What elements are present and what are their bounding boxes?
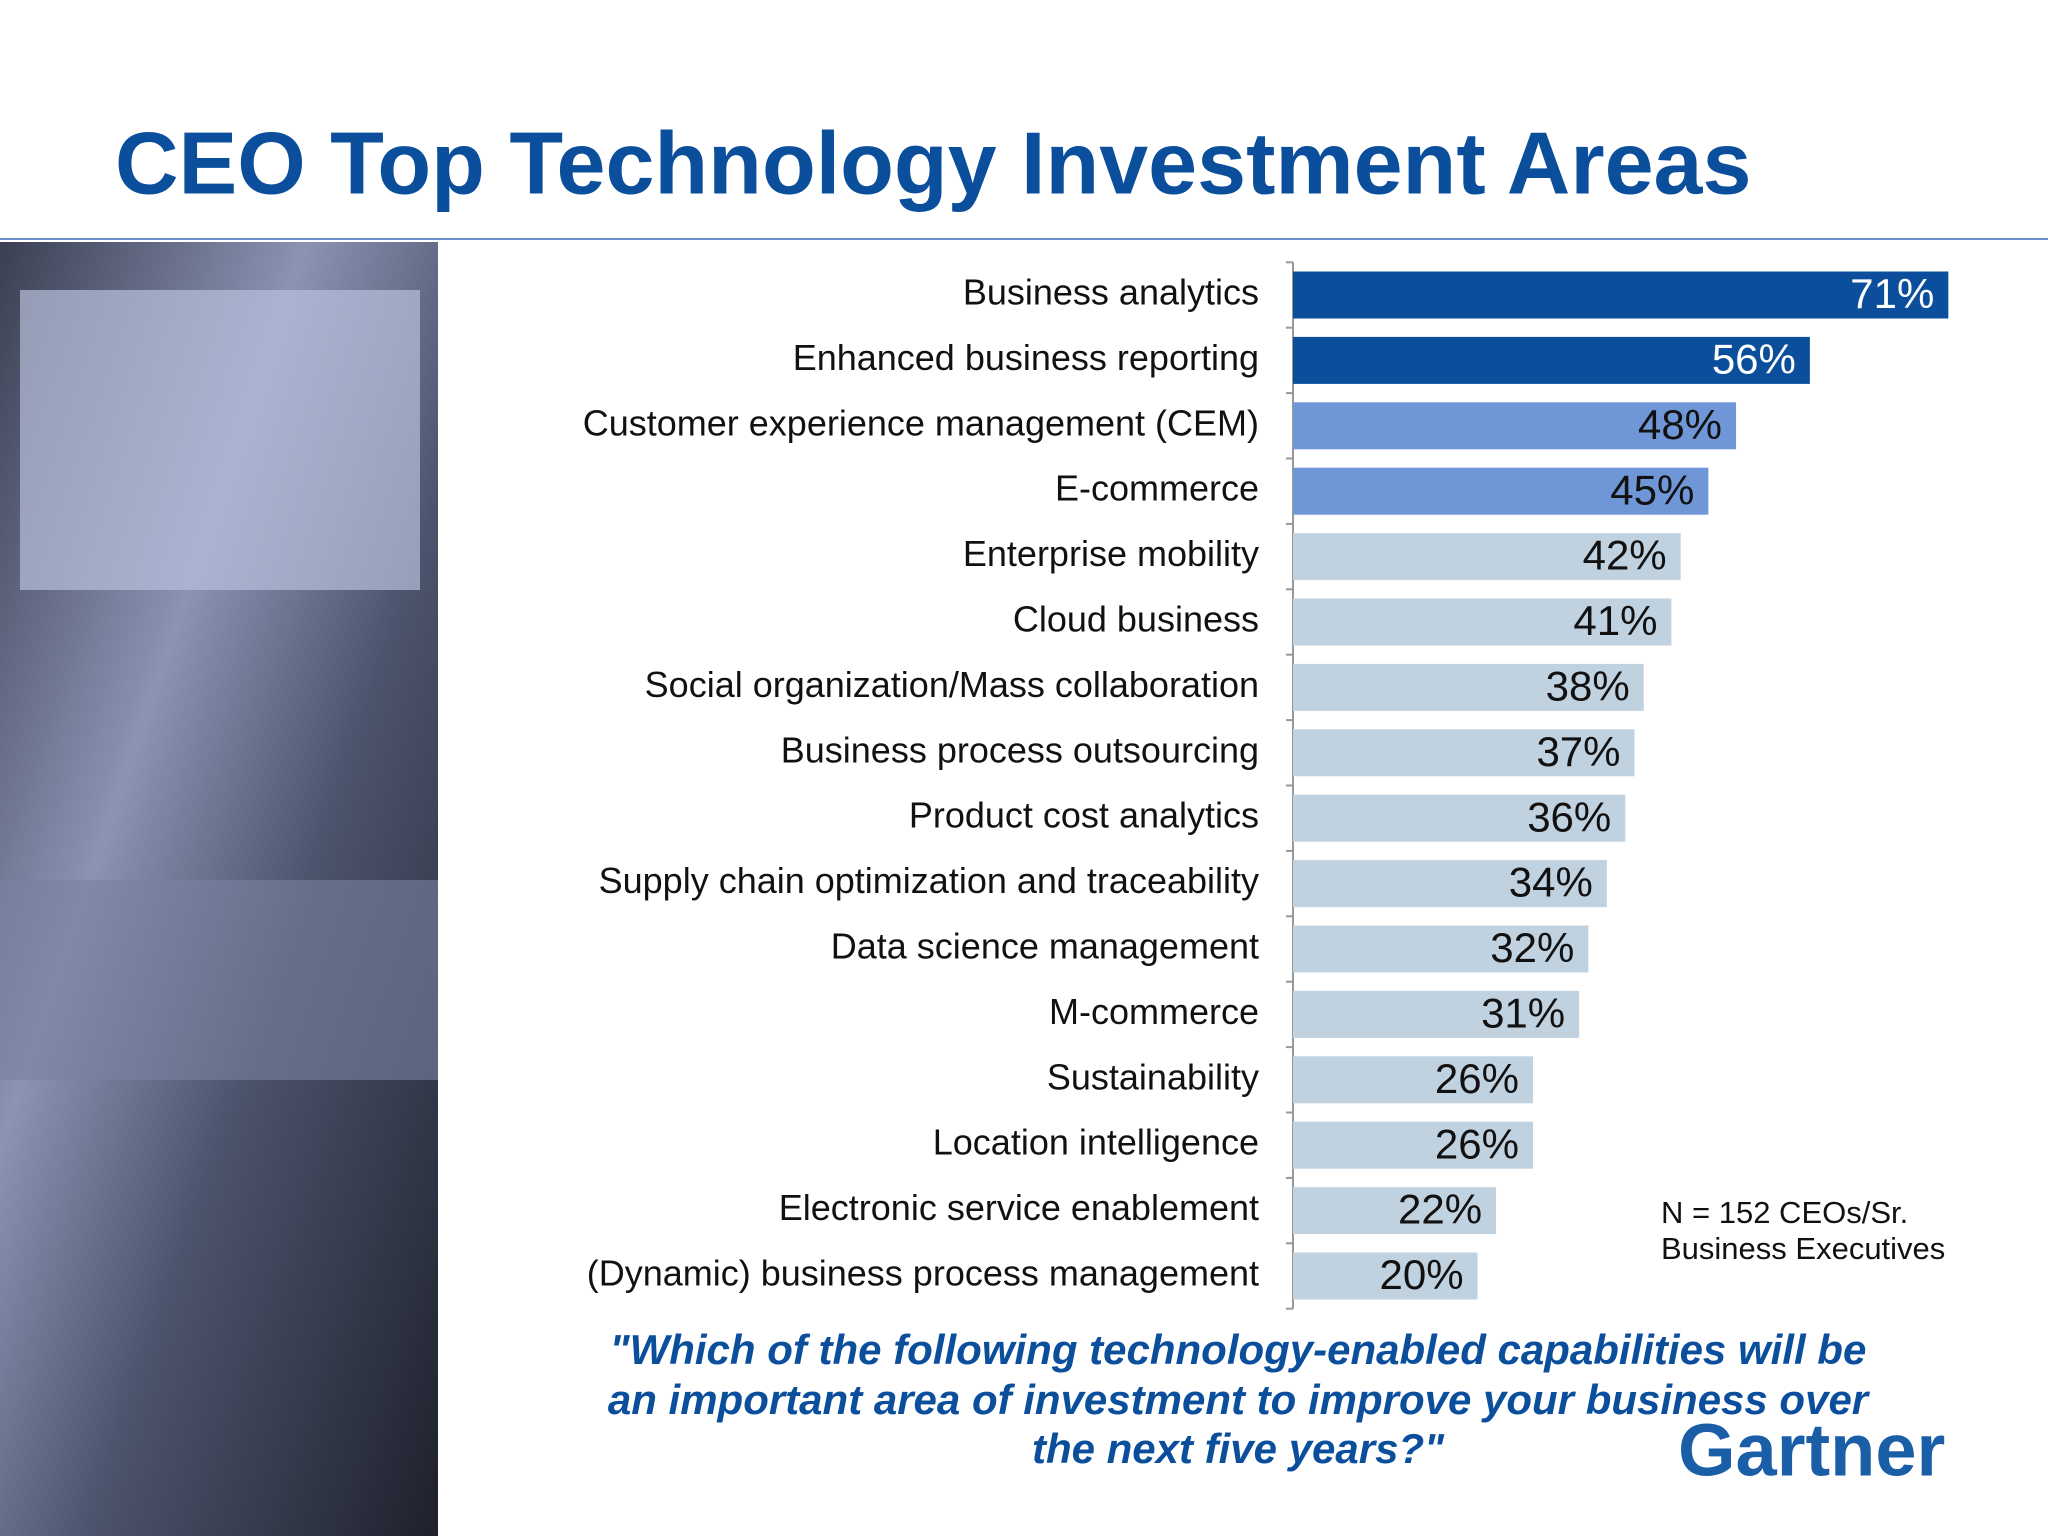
question: "Which of the following technology-enabl…	[610, 1326, 1867, 1373]
category-label: M-commerce	[1049, 991, 1259, 1032]
value-label: 45%	[1610, 466, 1694, 513]
question: an important area of investment to impro…	[608, 1376, 1871, 1423]
chart-title: CEO Top Technology Investment Areas	[115, 113, 1751, 212]
category-label: Enhanced business reporting	[793, 337, 1259, 378]
category-label: Social organization/Mass collaboration	[645, 664, 1259, 705]
value-label: 56%	[1712, 335, 1796, 382]
bar	[1293, 1056, 1533, 1104]
category-label: Sustainability	[1047, 1056, 1259, 1097]
category-label: Product cost analytics	[909, 795, 1259, 836]
bar	[1293, 925, 1589, 973]
bar	[1293, 663, 1644, 711]
note: Business Executives	[1661, 1231, 1945, 1266]
value-label: 22%	[1398, 1186, 1482, 1233]
category-label: Customer experience management (CEM)	[583, 402, 1259, 443]
bar	[1293, 598, 1672, 646]
value-label: 38%	[1546, 662, 1630, 709]
value-label: 36%	[1527, 793, 1611, 840]
bar	[1293, 467, 1709, 515]
bar	[1293, 336, 1810, 384]
category-label: (Dynamic) business process management	[587, 1253, 1259, 1294]
bar	[1293, 271, 1949, 319]
value-label: 31%	[1481, 989, 1565, 1036]
value-label: 26%	[1435, 1055, 1519, 1102]
bar	[1293, 533, 1681, 581]
value-label: 37%	[1536, 728, 1620, 775]
bar	[1293, 990, 1580, 1038]
logo: Gartner	[1678, 1409, 1945, 1492]
category-label: Supply chain optimization and traceabili…	[599, 860, 1259, 901]
category-label: Business process outsourcing	[781, 729, 1259, 770]
question: the next five years?"	[1032, 1425, 1445, 1472]
category-label: Electronic service enablement	[779, 1187, 1259, 1228]
photo-label	[20, 290, 420, 590]
value-label: 34%	[1509, 859, 1593, 906]
value-label: 48%	[1638, 401, 1722, 448]
category-label: E-commerce	[1055, 468, 1259, 509]
bar	[1293, 1187, 1497, 1235]
value-label: 71%	[1850, 270, 1934, 317]
category-label: Business analytics	[963, 272, 1259, 313]
bar	[1293, 1121, 1533, 1169]
category-label: Enterprise mobility	[963, 533, 1259, 574]
bar	[1293, 860, 1607, 908]
photo-shelf	[0, 880, 438, 1080]
bar	[1293, 794, 1626, 842]
category-label: Cloud business	[1013, 599, 1259, 640]
value-label: 32%	[1490, 924, 1574, 971]
value-label: 20%	[1380, 1251, 1464, 1298]
category-label: Location intelligence	[933, 1122, 1259, 1163]
bar	[1293, 729, 1635, 777]
value-label: 41%	[1573, 597, 1657, 644]
note: N = 152 CEOs/Sr.	[1661, 1195, 1908, 1230]
bar	[1293, 402, 1737, 450]
bar	[1293, 1252, 1478, 1300]
value-label: 26%	[1435, 1120, 1519, 1167]
value-label: 42%	[1583, 532, 1667, 579]
category-label: Data science management	[831, 926, 1259, 967]
